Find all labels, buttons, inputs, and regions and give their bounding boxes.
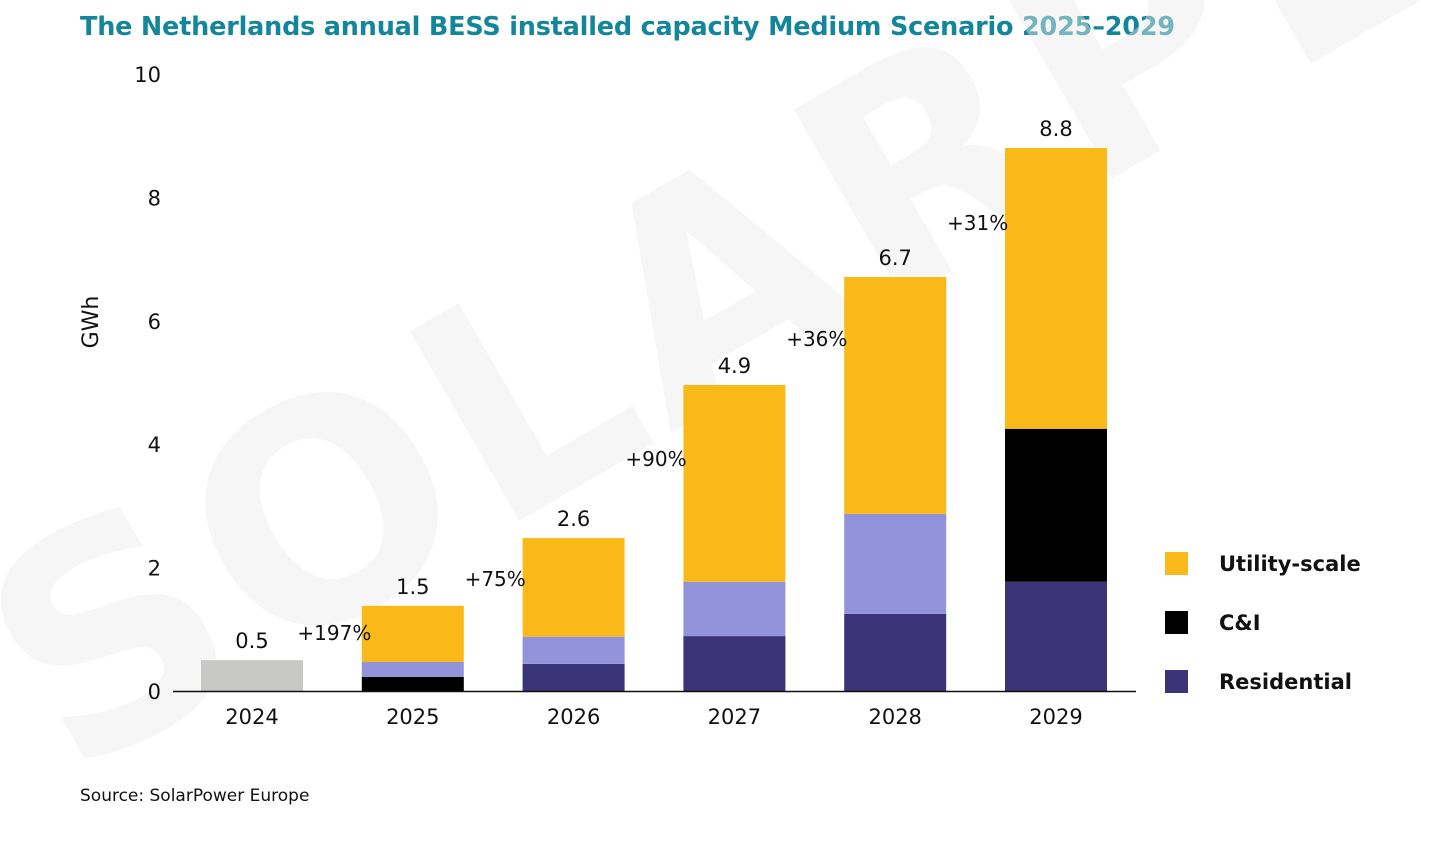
growth-label: +36% xyxy=(786,327,847,351)
total-label: 2.6 xyxy=(557,507,590,531)
legend-swatch xyxy=(1165,611,1188,634)
y-axis-ticks: 0 2 4 6 8 10 xyxy=(134,63,161,704)
y-tick-label: 8 xyxy=(148,186,161,210)
bar-segment-residential-2028 xyxy=(844,613,947,691)
x-tick-label: 2028 xyxy=(868,705,921,729)
x-axis-ticks: 2024 2025 2026 2027 2028 2029 xyxy=(225,705,1082,729)
total-label: 4.9 xyxy=(718,354,751,378)
x-tick-label: 2026 xyxy=(547,705,600,729)
legend-label: Residential xyxy=(1219,670,1352,694)
bar-segment-utility-scale-2029 xyxy=(1005,148,1107,429)
y-tick-label: 6 xyxy=(148,310,161,334)
bars xyxy=(201,148,1107,691)
source-note: Source: SolarPower Europe xyxy=(80,786,310,806)
bar-segment-residential-2027 xyxy=(683,636,786,691)
bar-segment-utility-scale-2027 xyxy=(683,384,786,582)
legend-swatch xyxy=(1165,670,1188,693)
bar-segment-c-i-2025 xyxy=(361,662,464,677)
y-tick-label: 4 xyxy=(148,433,161,457)
x-tick-label: 2025 xyxy=(386,705,439,729)
legend-swatch xyxy=(1165,552,1188,575)
growth-labels: +197% +75% +90% +36% +31% xyxy=(297,211,1008,645)
bar-segment-utility-scale-2025 xyxy=(361,605,464,663)
bar-segment-residential-2025 xyxy=(361,676,464,691)
bar-segment-c-i-2027 xyxy=(683,581,786,637)
bar-segment-utility-scale-2028 xyxy=(844,276,947,514)
bar-segment-c-i-2028 xyxy=(844,513,947,614)
bar-segment-c-i-2026 xyxy=(522,636,625,664)
legend: Utility-scale C&I Residential xyxy=(1165,552,1361,694)
total-label: 6.7 xyxy=(878,246,911,270)
growth-label: +75% xyxy=(465,567,526,591)
x-tick-label: 2029 xyxy=(1029,705,1082,729)
legend-label: Utility-scale xyxy=(1219,552,1361,576)
bar-segment-utility-scale-2026 xyxy=(522,537,625,637)
total-label: 1.5 xyxy=(396,575,429,599)
total-label: 0.5 xyxy=(235,629,268,653)
y-tick-label: 10 xyxy=(134,63,161,87)
growth-label: +31% xyxy=(947,211,1008,235)
legend-label: C&I xyxy=(1219,611,1261,635)
bar-segment-residential-2029 xyxy=(1005,581,1107,691)
total-label: 8.8 xyxy=(1039,117,1072,141)
x-tick-label: 2024 xyxy=(225,705,278,729)
y-tick-label: 0 xyxy=(148,680,161,704)
bar-segment-residential-2026 xyxy=(522,663,625,691)
y-axis-label: GWh xyxy=(79,296,104,349)
chart-title: The Netherlands annual BESS installed ca… xyxy=(80,12,1175,42)
y-tick-label: 2 xyxy=(148,557,161,581)
growth-label: +90% xyxy=(625,447,686,471)
growth-label: +197% xyxy=(297,621,371,645)
bar-historical-2024 xyxy=(201,660,303,691)
total-labels: 0.5 1.5 2.6 4.9 6.7 8.8 xyxy=(235,117,1072,653)
bar-segment-c-i-2029 xyxy=(1005,428,1107,582)
x-tick-label: 2027 xyxy=(708,705,761,729)
